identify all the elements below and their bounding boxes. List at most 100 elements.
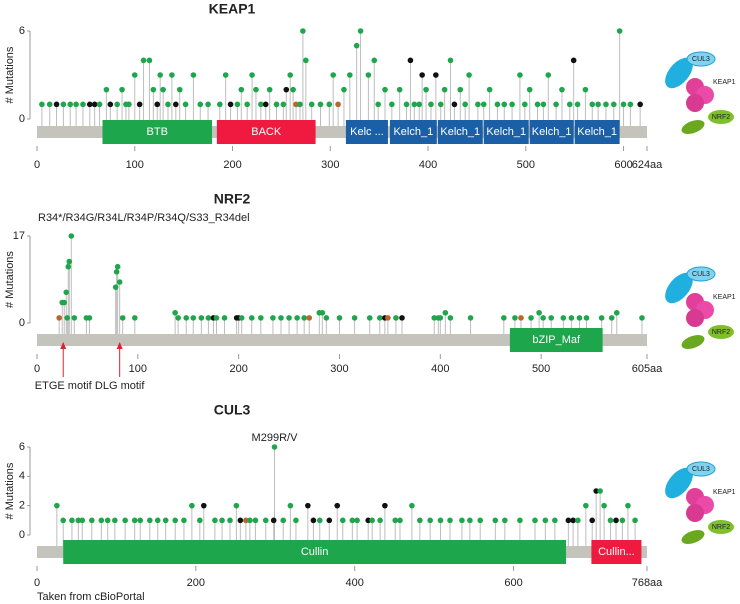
lollipop-head xyxy=(60,101,67,108)
lollipop-head xyxy=(540,315,546,321)
lollipop-head xyxy=(336,315,343,321)
lollipop-head xyxy=(467,517,473,524)
domain xyxy=(529,120,574,144)
lollipop-head xyxy=(517,517,523,524)
lollipop-head xyxy=(517,72,523,78)
icon-label: NRF2 xyxy=(712,114,730,121)
nrf2-shape xyxy=(681,530,705,544)
lollipop-head xyxy=(512,315,518,321)
x-tick-label: 400 xyxy=(346,577,364,589)
lollipop-head xyxy=(528,315,534,321)
lollipop-head xyxy=(347,72,353,78)
lollipop-head xyxy=(353,42,360,49)
lollipop-head xyxy=(576,315,583,321)
lollipop-head xyxy=(200,502,207,509)
lollipop-head xyxy=(326,517,333,524)
x-tick-label: 768aa xyxy=(632,577,663,589)
lollipop-head xyxy=(501,101,508,108)
lollipop-head xyxy=(244,101,250,108)
lollipop-head xyxy=(280,101,287,108)
lollipop-head xyxy=(46,101,53,108)
lollipop-head xyxy=(287,502,294,509)
lollipop-head xyxy=(607,517,614,524)
lollipop-head xyxy=(639,315,645,321)
keap1-shape xyxy=(686,94,704,112)
lollipop-head xyxy=(357,28,364,34)
lollipop-head xyxy=(583,315,590,321)
y-tick-label: 4 xyxy=(19,470,25,482)
lollipop-head xyxy=(287,72,293,78)
lollipop-head xyxy=(613,517,619,524)
lollipop-head xyxy=(61,299,68,306)
lollipop-head xyxy=(157,72,163,78)
lollipop-head xyxy=(293,517,299,524)
lollipop-head xyxy=(252,517,259,524)
lollipop-head xyxy=(475,101,481,108)
lollipop-head xyxy=(603,101,609,108)
lollipop-head xyxy=(536,309,542,316)
x-tick-label: 400 xyxy=(419,159,437,171)
y-tick-label: 0 xyxy=(19,529,25,541)
lollipop-head xyxy=(545,72,552,78)
x-tick-label: 0 xyxy=(34,577,40,589)
lollipop-head xyxy=(502,517,508,524)
x-tick-label: 500 xyxy=(532,363,550,375)
lollipop-head xyxy=(89,517,95,524)
lollipop-head xyxy=(354,517,360,524)
domain-label: Cullin xyxy=(301,546,329,558)
lollipop-head xyxy=(234,101,241,108)
lollipop-head xyxy=(176,86,183,93)
y-axis-label: # Mutations xyxy=(4,462,16,519)
lollipop-head xyxy=(494,101,501,108)
lollipop-head xyxy=(393,315,399,321)
y-axis-label: # Mutations xyxy=(4,46,16,103)
nrf2-shape xyxy=(708,110,734,124)
nrf2-shape xyxy=(681,120,705,134)
x-tick-label: 100 xyxy=(126,159,144,171)
lollipop-head xyxy=(119,315,126,321)
lollipop-head xyxy=(271,444,278,450)
lollipop-head xyxy=(190,72,197,78)
lollipop-head xyxy=(467,315,474,321)
lollipop-head xyxy=(570,517,576,524)
lollipop-head xyxy=(273,101,280,108)
lollipop-head xyxy=(53,101,60,108)
cul3-shape xyxy=(665,272,693,304)
lollipop-head xyxy=(205,315,212,321)
lollipop-head xyxy=(616,28,623,34)
domain xyxy=(216,120,316,144)
lollipop-head xyxy=(574,101,581,108)
lollipop-head xyxy=(213,315,220,321)
lollipop-head xyxy=(86,315,93,321)
lollipop-head xyxy=(39,101,45,108)
x-tick-label: 624aa xyxy=(632,159,663,171)
domain-label: Kelc ... xyxy=(350,126,384,138)
lollipop-head xyxy=(459,517,465,524)
lollipop-head xyxy=(86,101,93,108)
lollipop-head xyxy=(278,315,284,321)
lollipop-head xyxy=(431,315,438,321)
icon-label: NRF2 xyxy=(712,524,730,531)
keap1-shape xyxy=(686,309,704,327)
lollipop-head xyxy=(542,517,549,524)
lollipop-head xyxy=(205,101,211,108)
lollipop-head xyxy=(73,101,79,108)
lollipop-head xyxy=(301,315,307,321)
lollipop-head xyxy=(553,101,559,108)
lollipop-head xyxy=(447,57,454,64)
lollipop-head xyxy=(369,517,375,524)
lollipop-head xyxy=(212,517,218,524)
lollipop-head xyxy=(339,517,346,524)
lollipop-head xyxy=(570,57,577,64)
lollipop-head xyxy=(248,315,255,321)
lollipop-head xyxy=(221,315,228,321)
lollipop-head xyxy=(146,517,153,524)
lollipop-head xyxy=(382,86,388,93)
lollipop-head xyxy=(595,101,601,108)
lollipop-head xyxy=(266,86,273,93)
x-tick-label: 0 xyxy=(34,159,40,171)
footer: Taken from cBioPortal xyxy=(37,591,145,603)
lollipop-head xyxy=(417,517,423,524)
lollipop-head xyxy=(396,86,403,93)
lollipop-head xyxy=(258,101,264,108)
